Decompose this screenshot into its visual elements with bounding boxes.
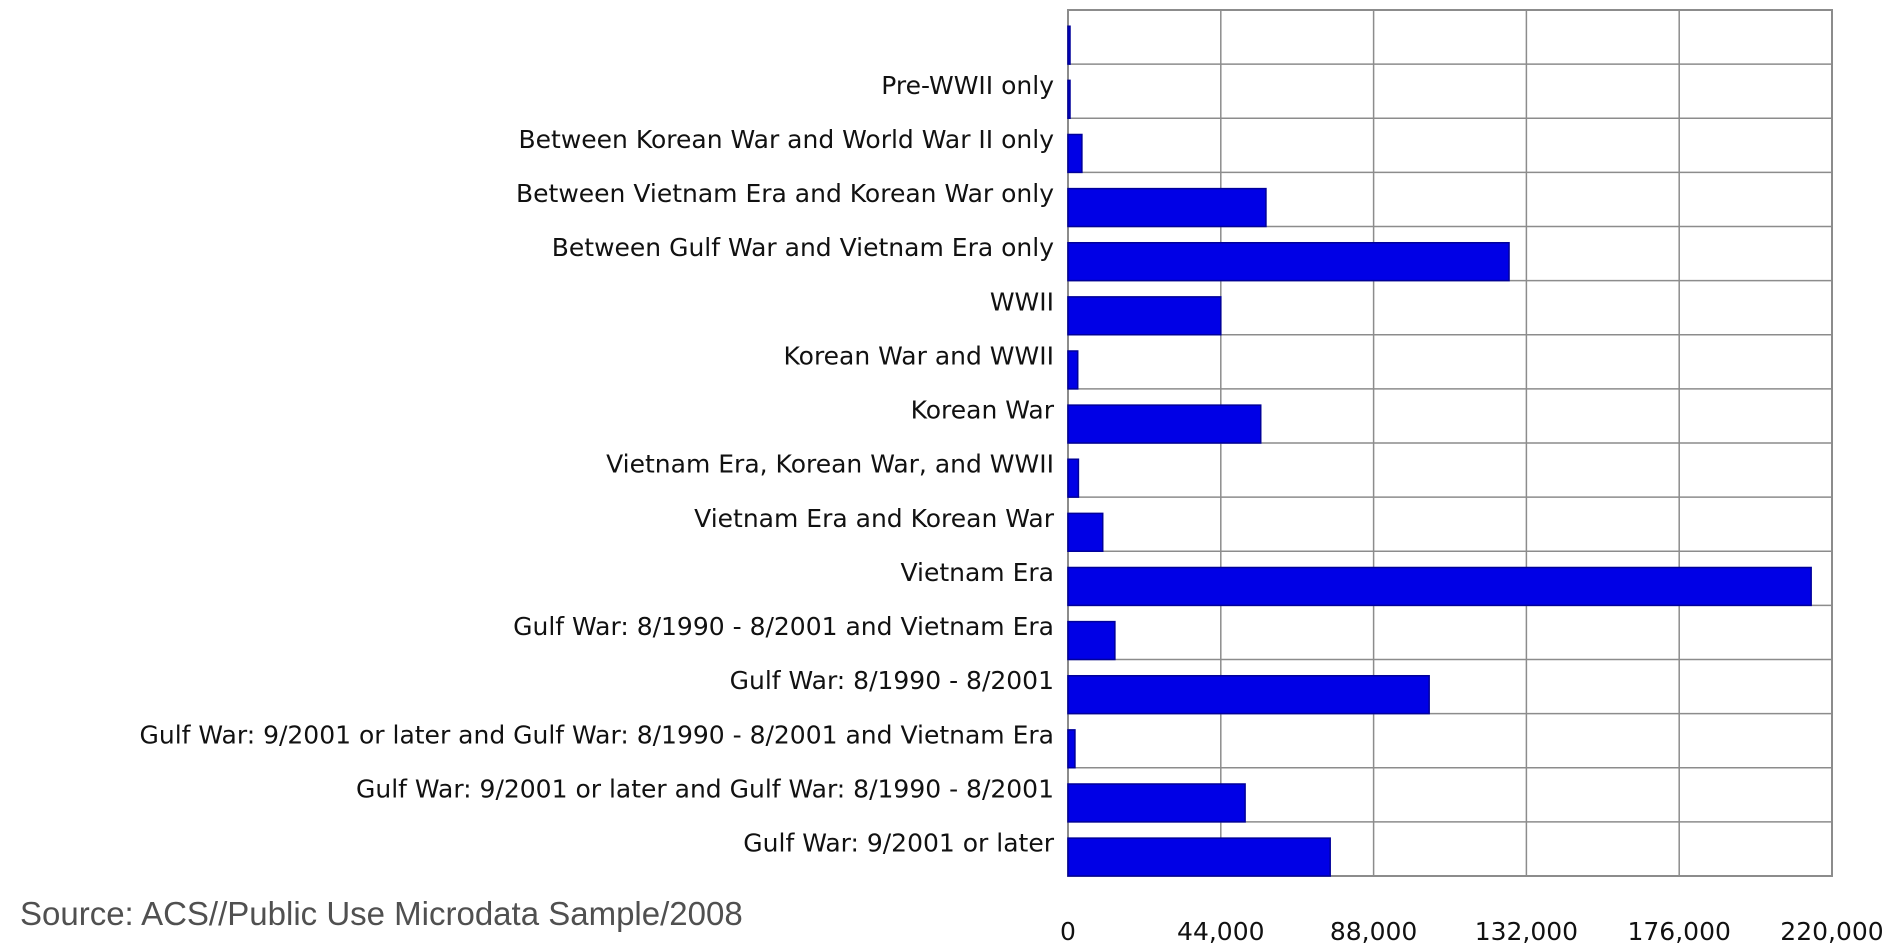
source-note: Source: ACS//Public Use Microdata Sample… — [20, 895, 743, 932]
bar — [1067, 296, 1222, 336]
bar — [1067, 25, 1071, 65]
category-label: Gulf War: 9/2001 or later — [743, 829, 1054, 858]
category-label: Gulf War: 8/1990 - 8/2001 and Vietnam Er… — [513, 612, 1054, 641]
bar — [1067, 458, 1080, 498]
x-tick-label: 0 — [1060, 917, 1076, 946]
category-label: WWII — [990, 287, 1054, 316]
x-tick-label: 88,000 — [1330, 917, 1417, 946]
bar — [1067, 783, 1246, 823]
x-tick-label: 44,000 — [1177, 917, 1264, 946]
bar — [1067, 79, 1071, 120]
bar — [1067, 674, 1430, 715]
category-label: Korean War and WWII — [784, 341, 1055, 370]
bar — [1067, 133, 1083, 174]
chart-bars — [1067, 25, 1812, 877]
bar — [1067, 729, 1076, 769]
category-label: Gulf War: 9/2001 or later and Gulf War: … — [356, 774, 1054, 803]
category-label: Between Gulf War and Vietnam Era only — [552, 233, 1054, 262]
x-axis-tick-labels: 0 44,000 88,000 132,000 176,000 220,000 — [1060, 917, 1884, 946]
category-label: Gulf War: 9/2001 or later and Gulf War: … — [140, 720, 1054, 749]
bar — [1067, 404, 1262, 444]
category-label: Vietnam Era — [900, 558, 1054, 587]
bar — [1067, 241, 1510, 282]
bar — [1067, 837, 1331, 877]
category-label: Korean War — [911, 396, 1055, 425]
category-label: Pre-WWII only — [881, 71, 1054, 100]
category-label: Between Korean War and World War II only — [519, 125, 1055, 154]
category-label: Vietnam Era, Korean War, and WWII — [606, 450, 1054, 479]
bar — [1067, 350, 1079, 390]
bar — [1067, 620, 1116, 661]
x-tick-label: 132,000 — [1475, 917, 1578, 946]
bar — [1067, 566, 1812, 607]
x-tick-label: 176,000 — [1628, 917, 1731, 946]
category-labels: Pre-WWII only Between Korean War and Worl… — [140, 71, 1055, 858]
x-tick-label: 220,000 — [1780, 917, 1883, 946]
category-label: Gulf War: 8/1990 - 8/2001 — [730, 666, 1054, 695]
category-label: Between Vietnam Era and Korean War only — [516, 179, 1054, 208]
category-label: Vietnam Era and Korean War — [694, 504, 1055, 533]
bar — [1067, 512, 1104, 552]
bar — [1067, 187, 1267, 228]
